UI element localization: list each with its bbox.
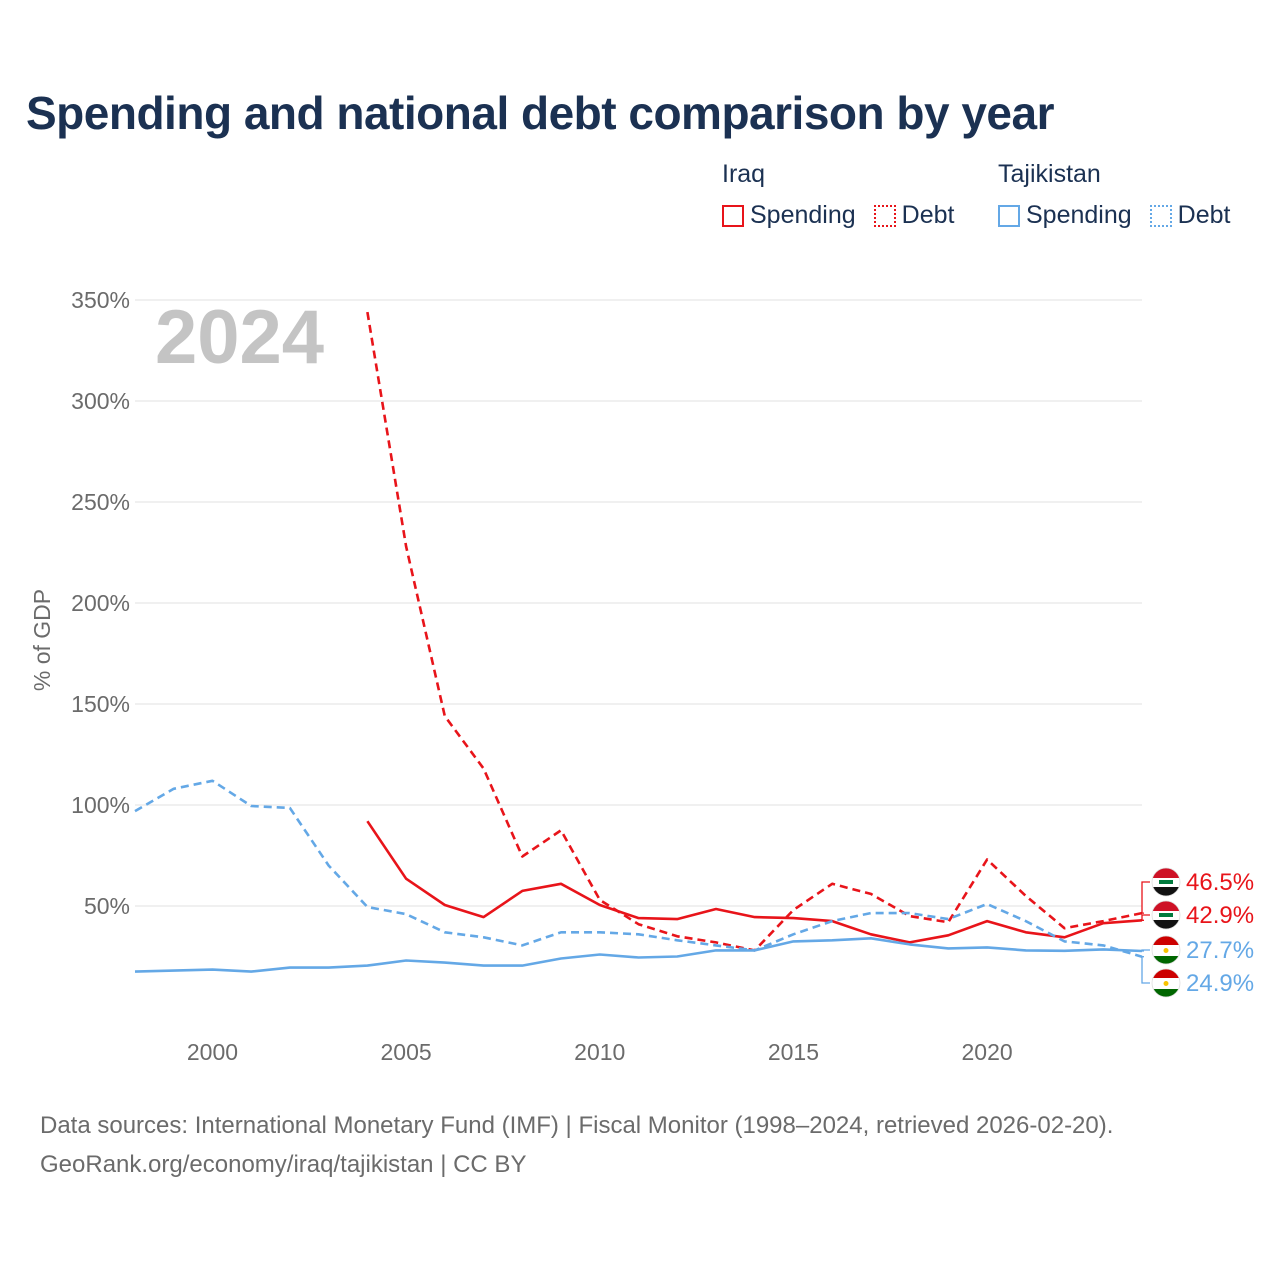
x-tick-label: 2000: [187, 1039, 238, 1065]
y-tick-label: 250%: [71, 489, 130, 515]
series-line-iraq-spending[interactable]: [366, 820, 1143, 944]
y-tick-label: 200%: [71, 590, 130, 616]
y-axis-title: % of GDP: [29, 589, 55, 691]
chart-title: Spending and national debt comparison by…: [26, 87, 1055, 139]
x-tick-label: 2005: [381, 1039, 432, 1065]
end-label-connector: [1141, 956, 1150, 984]
legend-swatch-dotted: [1149, 204, 1172, 227]
tajikistan-flag-icon: [1151, 935, 1181, 965]
legend-group-tajikistan: Tajikistan Spending Debt: [998, 160, 1230, 230]
legend-group-iraq: Iraq Spending Debt: [722, 160, 954, 230]
data-source-note: Data sources: International Monetary Fun…: [40, 1112, 1114, 1139]
attribution-note[interactable]: GeoRank.org/economy/iraq/tajikistan | CC…: [40, 1151, 527, 1178]
end-value-label: 42.9%: [1186, 902, 1254, 929]
y-tick-label: 300%: [71, 388, 130, 414]
legend-item-iraq-debt[interactable]: Debt: [873, 201, 955, 230]
legend-label: Debt: [901, 201, 955, 229]
legend-label: Debt: [1177, 201, 1231, 229]
end-value-label: 27.7%: [1186, 937, 1254, 964]
legend-item-tajikistan-spending[interactable]: Spending: [998, 201, 1132, 230]
series-line-iraq-debt[interactable]: [366, 311, 1143, 952]
y-tick-label: 50%: [84, 893, 130, 919]
x-tick-label: 2020: [961, 1039, 1012, 1065]
series-line-tajikistan-debt[interactable]: [134, 779, 1143, 958]
end-label-connector: [1141, 914, 1150, 921]
end-value-label: 24.9%: [1186, 970, 1254, 997]
legend-swatch-solid: [722, 204, 744, 227]
series-line-tajikistan-spending[interactable]: [134, 936, 1143, 973]
legend-item-iraq-spending[interactable]: Spending: [722, 201, 856, 230]
iraq-flag-icon: [1151, 900, 1181, 930]
end-label-connector: [1141, 949, 1150, 952]
y-tick-label: 350%: [71, 287, 130, 313]
legend-label: Spending: [750, 201, 856, 229]
end-label-connector: [1141, 881, 1150, 914]
end-value-label: 46.5%: [1186, 869, 1254, 896]
legend-swatch-solid: [998, 204, 1020, 227]
legend-swatch-dotted: [873, 204, 896, 227]
legend-group-name: Tajikistan: [998, 160, 1101, 188]
year-watermark: 2024: [155, 295, 324, 380]
legend-group-name: Iraq: [722, 160, 766, 188]
legend-item-tajikistan-debt[interactable]: Debt: [1149, 201, 1231, 230]
x-tick-label: 2015: [768, 1039, 819, 1065]
x-tick-label: 2010: [574, 1039, 625, 1065]
line-chart: 50% 100% 150% 200% 250% 300% 350% 2000 2005 2010 2…: [29, 287, 1254, 1065]
footer: Data sources: International Monetary Fun…: [40, 1106, 1113, 1184]
iraq-flag-icon: [1151, 867, 1181, 897]
tajikistan-flag-icon: [1151, 968, 1181, 998]
y-tick-label: 150%: [71, 691, 130, 717]
y-tick-label: 100%: [71, 792, 130, 818]
legend-label: Spending: [1026, 201, 1132, 229]
